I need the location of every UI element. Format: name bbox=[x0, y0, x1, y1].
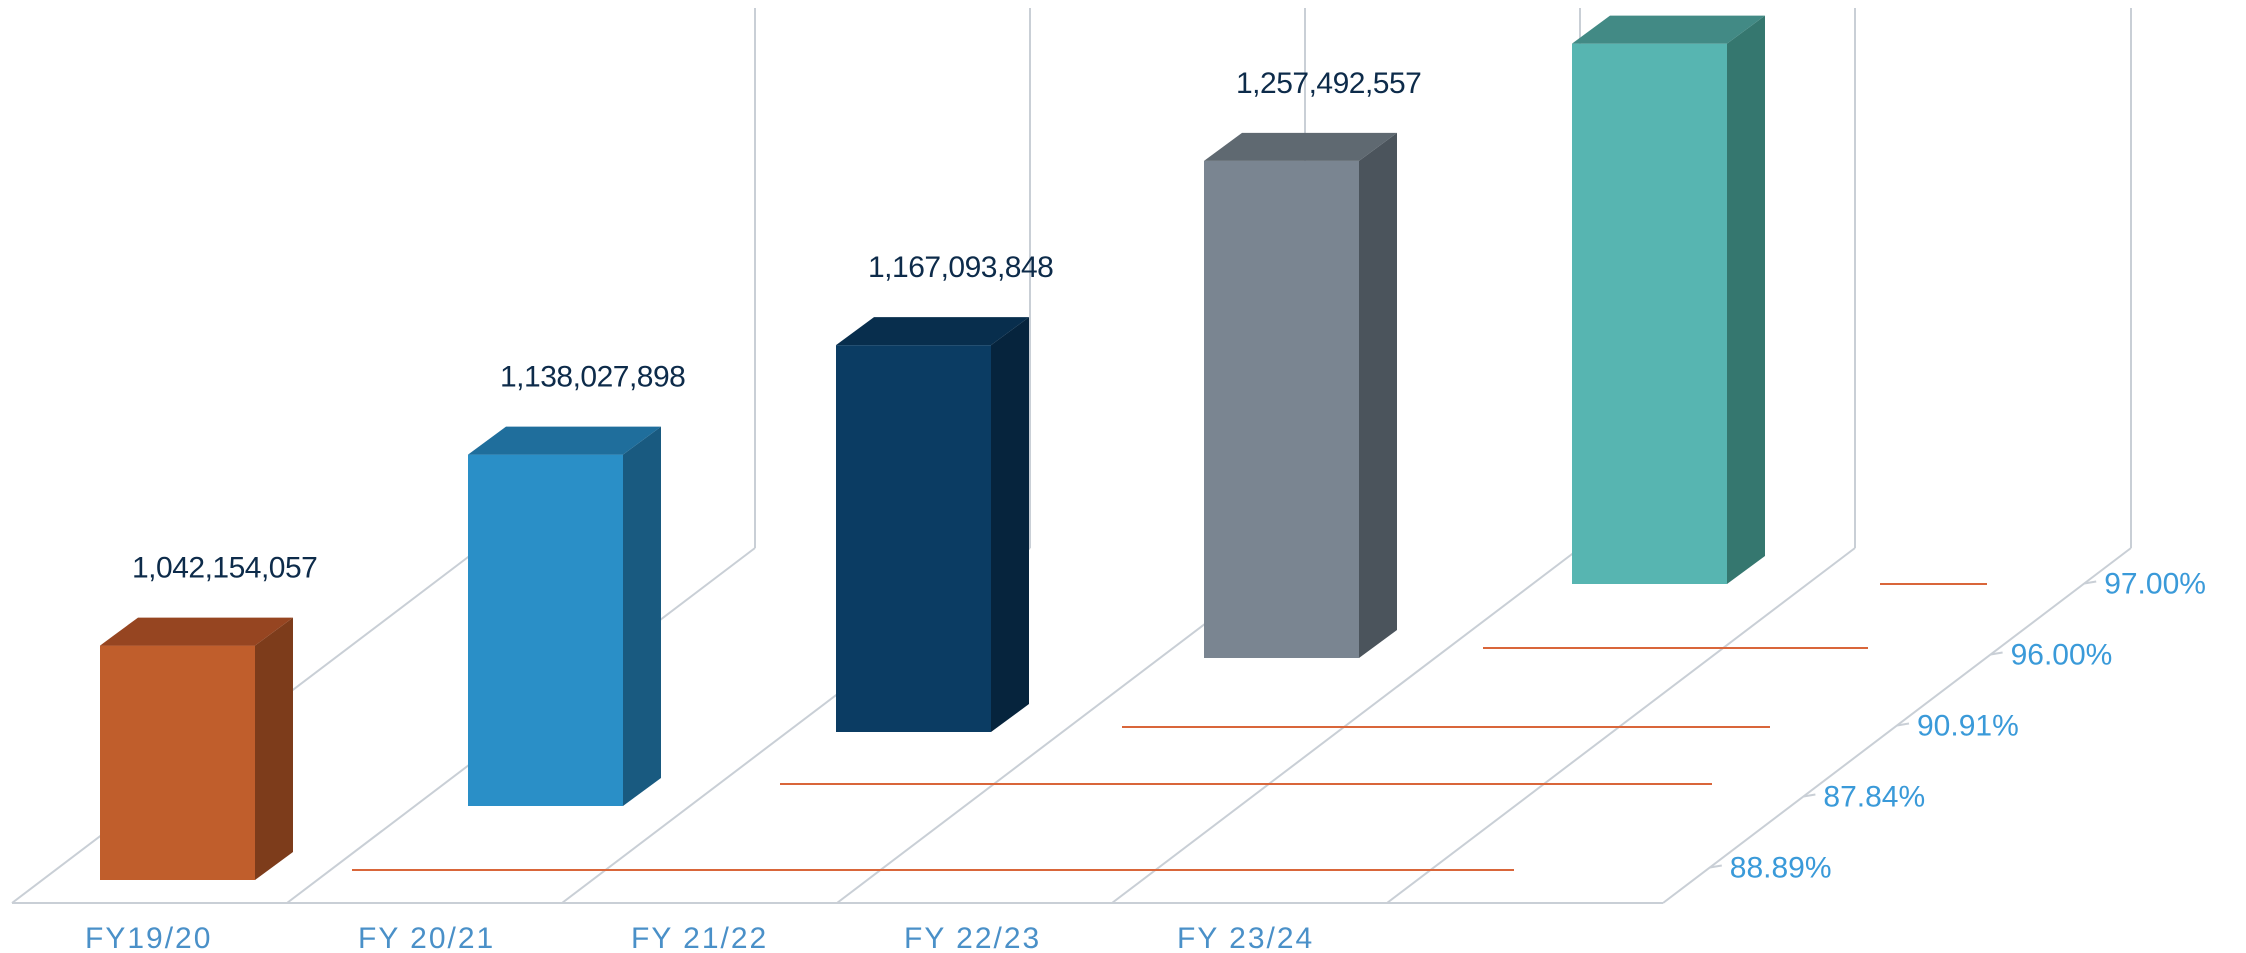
chart-grid bbox=[11, 8, 2132, 904]
bar-side bbox=[1359, 132, 1397, 659]
bar-side bbox=[1727, 15, 1765, 584]
depth-axis-label: 90.91% bbox=[1917, 710, 2019, 743]
bar-top bbox=[468, 426, 661, 455]
category-label: FY 22/23 bbox=[904, 922, 1041, 953]
percentage-lines bbox=[352, 583, 1987, 871]
bar-top bbox=[836, 317, 1029, 346]
bar-front bbox=[836, 345, 991, 732]
depth-axis-label: 96.00% bbox=[2011, 639, 2113, 672]
bar-front bbox=[468, 454, 623, 806]
bar-side bbox=[991, 317, 1029, 732]
bar-front bbox=[100, 645, 255, 880]
bar-side bbox=[255, 617, 293, 880]
bar-value-label: 1,138,027,898 bbox=[500, 361, 685, 394]
bar-top bbox=[1204, 132, 1397, 161]
depth-axis-tick bbox=[2084, 580, 2097, 585]
category-label: FY 23/24 bbox=[1177, 922, 1314, 953]
bar-side bbox=[623, 426, 661, 806]
bars bbox=[100, 15, 1765, 880]
category-label: FY19/20 bbox=[85, 922, 212, 953]
floor-gridline bbox=[1386, 547, 1856, 904]
category-label: FY 20/21 bbox=[358, 922, 495, 953]
bar-front bbox=[1204, 160, 1359, 659]
depth-axis-label: 87.84% bbox=[1823, 781, 1925, 814]
bar-fy-22-23 bbox=[1204, 132, 1397, 659]
bar-fy-21-22 bbox=[836, 317, 1029, 732]
bar-top bbox=[100, 617, 293, 646]
bar-fy-20-21 bbox=[468, 426, 661, 806]
depth-axis-tick bbox=[1803, 793, 1816, 798]
bar-value-label: 1,042,154,057 bbox=[132, 552, 317, 585]
labels: 88.89% 87.84% 90.91% 96.00% 97.00% 1,042,154,… bbox=[85, 67, 2206, 953]
depth-axis-tick bbox=[1990, 651, 2003, 656]
bar-value-label: 1,167,093,848 bbox=[868, 251, 1053, 284]
bar-front bbox=[1572, 43, 1727, 584]
depth-axis-label: 97.00% bbox=[2104, 568, 2206, 601]
category-label: FY 21/22 bbox=[631, 922, 768, 953]
bar-fy-23-24 bbox=[1572, 15, 1765, 584]
depth-axis-tick bbox=[1709, 864, 1722, 869]
floor-gridline bbox=[1111, 547, 1581, 904]
depth-axis-tick bbox=[1896, 722, 1910, 727]
depth-axis-label: 88.89% bbox=[1730, 852, 1832, 885]
bar-value-label: 1,257,492,557 bbox=[1236, 67, 1421, 100]
bar-fy19-20 bbox=[100, 617, 293, 880]
bar-top bbox=[1572, 15, 1765, 44]
